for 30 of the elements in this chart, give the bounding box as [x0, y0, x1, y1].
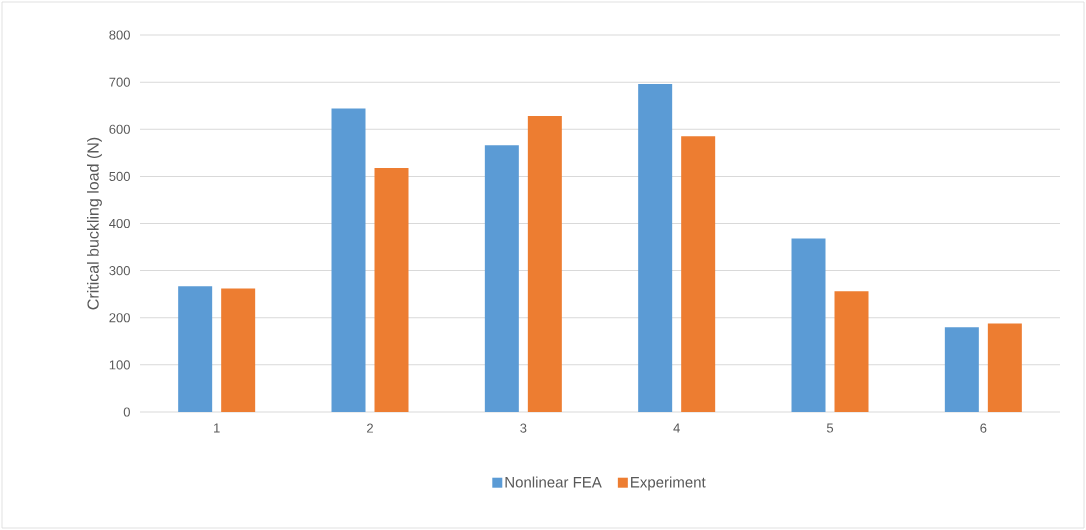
y-axis-title: Critical buckling load (N)	[87, 137, 102, 310]
bar	[638, 84, 673, 412]
bar	[331, 108, 366, 412]
bar	[791, 238, 826, 412]
y-tick-label: 200	[109, 313, 130, 323]
x-tick-label: 4	[673, 423, 680, 433]
y-tick-label: 800	[109, 30, 130, 40]
y-tick-label: 600	[109, 124, 130, 134]
bar	[527, 116, 562, 412]
y-tick-label: 400	[109, 218, 130, 229]
bar	[484, 145, 519, 412]
bar	[221, 288, 256, 412]
x-tick-label: 6	[980, 423, 987, 433]
y-tick-label: 300	[109, 266, 130, 276]
bar	[944, 327, 979, 412]
legend-label: Nonlinear FEA	[505, 476, 602, 488]
x-tick-label: 2	[367, 423, 373, 433]
y-tick-label: 0	[123, 407, 130, 417]
legend-label: Experiment	[631, 476, 706, 491]
x-tick-label: 1	[214, 423, 220, 433]
x-tick-label: 5	[826, 423, 834, 433]
bar	[834, 291, 869, 412]
bar	[681, 136, 716, 412]
bar	[178, 286, 213, 412]
y-tick-label: 500	[109, 171, 130, 181]
bar	[987, 323, 1022, 412]
bar	[374, 167, 409, 412]
y-tick-label: 100	[109, 360, 130, 370]
y-tick-label: 700	[109, 77, 130, 87]
x-tick-label: 3	[520, 423, 527, 433]
